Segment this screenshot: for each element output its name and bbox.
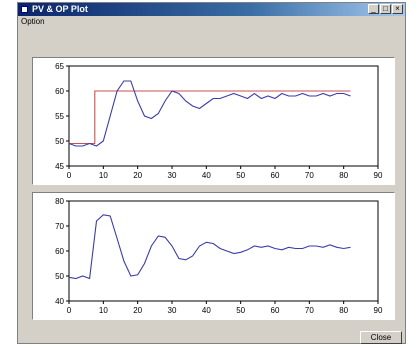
x-tick-label: 60 xyxy=(271,171,280,180)
x-tick-label: 60 xyxy=(271,306,280,315)
y-tick-label: 40 xyxy=(55,297,64,306)
x-tick-label: 0 xyxy=(67,171,72,180)
menu-option[interactable]: Option xyxy=(21,17,45,26)
x-tick-label: 80 xyxy=(339,171,348,180)
x-tick-label: 90 xyxy=(374,171,383,180)
x-tick-label: 0 xyxy=(67,306,72,315)
close-window-button[interactable]: × xyxy=(392,4,403,14)
app-icon[interactable] xyxy=(21,6,28,13)
y-tick-label: 45 xyxy=(55,162,64,171)
x-tick-label: 20 xyxy=(133,171,142,180)
y-tick-label: 60 xyxy=(55,247,64,256)
y-tick-label: 70 xyxy=(55,222,64,231)
pv-op-plot-window: PV & OP Plot _ □ × Option 0 10 20 30 40 50 60 7… xyxy=(17,2,406,344)
x-tick-label: 70 xyxy=(305,306,314,315)
y-tick-label: 50 xyxy=(55,272,64,281)
x-tick-label: 40 xyxy=(202,171,211,180)
menu-bar: Option xyxy=(18,16,405,28)
y-tick-label: 50 xyxy=(55,137,64,146)
x-tick-label: 80 xyxy=(339,306,348,315)
y-tick-label: 65 xyxy=(55,62,64,71)
y-tick-label: 55 xyxy=(55,112,64,121)
x-tick-label: 10 xyxy=(99,306,108,315)
x-tick-label: 90 xyxy=(374,306,383,315)
x-tick-label: 20 xyxy=(133,306,142,315)
x-tick-label: 50 xyxy=(236,306,245,315)
y-tick-label: 60 xyxy=(55,87,64,96)
pv-line xyxy=(68,80,351,147)
title-bar[interactable]: PV & OP Plot _ □ × xyxy=(18,3,405,16)
x-tick-label: 30 xyxy=(168,171,177,180)
window-title: PV & OP Plot xyxy=(32,4,88,14)
x-tick-label: 10 xyxy=(99,171,108,180)
op-line xyxy=(68,214,351,280)
minimize-button[interactable]: _ xyxy=(368,4,379,14)
x-tick-label: 50 xyxy=(236,171,245,180)
x-tick-label: 30 xyxy=(168,306,177,315)
plot-area xyxy=(68,65,379,167)
maximize-button[interactable]: □ xyxy=(380,4,391,14)
close-button[interactable]: Close xyxy=(360,331,402,344)
op-chart-panel: 0 10 20 30 40 50 60 70 80 90 40 50 60 70 80 xyxy=(32,192,395,320)
sp-line xyxy=(69,90,351,145)
plot-area xyxy=(68,200,379,302)
x-tick-label: 40 xyxy=(202,306,211,315)
title-buttons: _ □ × xyxy=(368,4,403,14)
op-chart: 0 10 20 30 40 50 60 70 80 90 40 50 60 70 80 xyxy=(55,197,383,315)
pv-sp-chart: 0 10 20 30 40 50 60 70 80 90 45 50 55 60 65 xyxy=(55,62,383,180)
x-tick-label: 70 xyxy=(305,171,314,180)
y-tick-label: 80 xyxy=(55,197,64,206)
pv-sp-chart-panel: 0 10 20 30 40 50 60 70 80 90 45 50 55 60 65 xyxy=(32,57,395,185)
